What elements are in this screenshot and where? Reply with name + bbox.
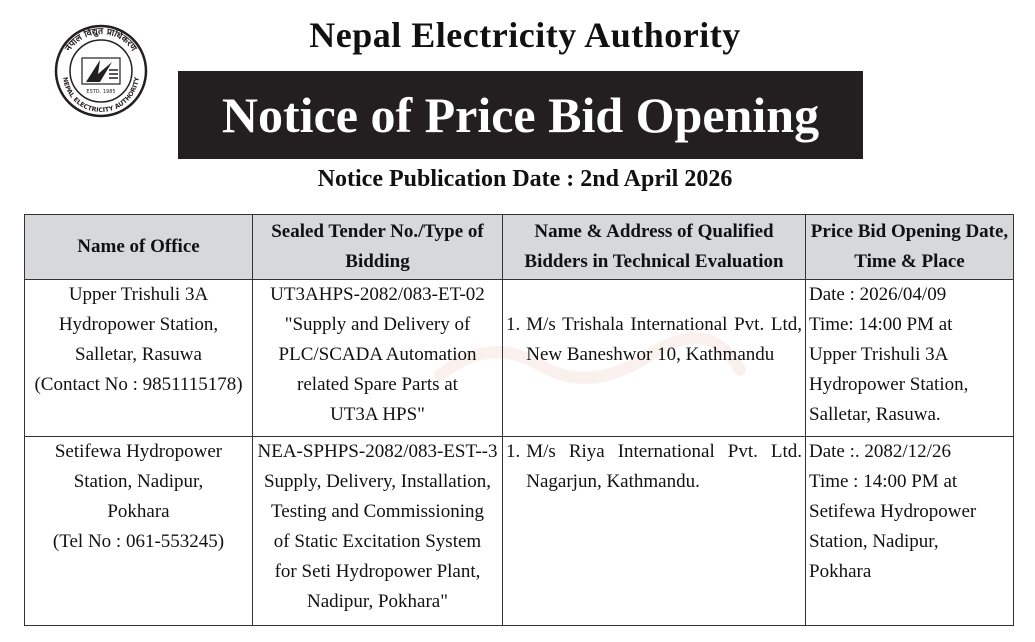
tender-number: NEA-SPHPS-2082/083-EST--3 bbox=[257, 441, 498, 462]
tender-cell: NEA-SPHPS-2082/083-EST--3 Supply, Delive… bbox=[252, 436, 503, 626]
bidder-number: 1. bbox=[506, 441, 521, 462]
bidder-item: 1. M/s Trishala International Pvt. Ltd, … bbox=[506, 310, 802, 370]
opening-place: Upper Trishuli 3A bbox=[809, 344, 949, 365]
col-header-bidders: Name & Address of Qualified Bidders in T… bbox=[502, 214, 806, 280]
publication-date: Notice Publication Date : 2nd April 2026 bbox=[317, 166, 733, 192]
tender-number: UT3AHPS-2082/083-ET-02 bbox=[270, 284, 485, 305]
bidder-name: M/s Trishala International Pvt. Ltd, New… bbox=[526, 314, 802, 365]
opening-date: Date :. 2082/12/26 bbox=[809, 441, 951, 462]
bid-table: Name of Office Sealed Tender No./Type of… bbox=[24, 214, 1014, 626]
bidder-item: 1. M/s Riya International Pvt. Ltd. Naga… bbox=[506, 437, 802, 497]
nea-logo: नेपाल विद्युत प्राधिकरण NEPAL ELECTRICIT… bbox=[54, 24, 148, 118]
opening-place: Salletar, Rasuwa. bbox=[809, 404, 941, 425]
opening-place: Pokhara bbox=[809, 561, 872, 582]
notice-banner: Notice of Price Bid Opening bbox=[178, 71, 863, 159]
opening-place: Setifewa Hydropower bbox=[809, 501, 977, 522]
office-line: Station, Nadipur, bbox=[73, 471, 204, 492]
table-header-row: Name of Office Sealed Tender No./Type of… bbox=[24, 214, 1014, 280]
tender-line: Testing and Commissioning bbox=[271, 501, 484, 522]
tender-line: "Supply and Delivery of bbox=[284, 314, 471, 335]
office-cell: Upper Trishuli 3A Hydropower Station, Sa… bbox=[24, 279, 253, 437]
notice-title: Notice of Price Bid Opening bbox=[221, 87, 820, 143]
tender-line: of Static Excitation System bbox=[273, 531, 482, 552]
office-line: Hydropower Station, bbox=[58, 314, 219, 335]
tender-line: for Seti Hydropower Plant, bbox=[274, 561, 481, 582]
table-row: Setifewa Hydropower Station, Nadipur, Po… bbox=[24, 436, 1014, 626]
logo-est-text: ESTD. 1985 bbox=[86, 89, 115, 95]
opening-time: Time : 14:00 PM at bbox=[809, 471, 958, 492]
col-header-opening: Price Bid Opening Date, Time & Place bbox=[805, 214, 1014, 280]
tender-cell: UT3AHPS-2082/083-ET-02 "Supply and Deliv… bbox=[252, 279, 503, 437]
bidder-cell: 1. M/s Riya International Pvt. Ltd. Naga… bbox=[502, 436, 806, 626]
opening-time: Time: 14:00 PM at bbox=[809, 314, 953, 335]
opening-place: Station, Nadipur, bbox=[809, 531, 939, 552]
opening-place: Hydropower Station, bbox=[809, 374, 969, 395]
office-line: Salletar, Rasuwa bbox=[75, 344, 202, 365]
bidder-number: 1. bbox=[506, 314, 521, 335]
tender-line: related Spare Parts at bbox=[297, 374, 458, 395]
office-cell: Setifewa Hydropower Station, Nadipur, Po… bbox=[24, 436, 253, 626]
tender-line: Nadipur, Pokhara" bbox=[306, 591, 448, 612]
opening-cell: Date :. 2082/12/26 Time : 14:00 PM at Se… bbox=[805, 436, 1014, 626]
office-line: Setifewa Hydropower bbox=[54, 441, 223, 462]
tender-line: Supply, Delivery, Installation, bbox=[263, 471, 492, 492]
tender-line: UT3A HPS" bbox=[330, 404, 425, 425]
office-line: Pokhara bbox=[107, 501, 170, 522]
col-header-tender: Sealed Tender No./Type of Bidding bbox=[252, 214, 503, 280]
opening-cell: Date : 2026/04/09 Time: 14:00 PM at Uppe… bbox=[805, 279, 1014, 437]
table-row: Upper Trishuli 3A Hydropower Station, Sa… bbox=[24, 279, 1014, 437]
bidder-cell: 1. M/s Trishala International Pvt. Ltd, … bbox=[502, 279, 806, 437]
office-line: Upper Trishuli 3A bbox=[68, 284, 209, 305]
opening-date: Date : 2026/04/09 bbox=[809, 284, 947, 305]
tender-line: PLC/SCADA Automation bbox=[278, 344, 477, 365]
org-name: Nepal Electricity Authority bbox=[309, 15, 741, 55]
office-contact: (Contact No : 9851115178) bbox=[34, 374, 243, 395]
bidder-name: M/s Riya International Pvt. Ltd. Nagarju… bbox=[526, 441, 802, 492]
col-header-office: Name of Office bbox=[24, 214, 253, 280]
office-contact: (Tel No : 061-553245) bbox=[52, 531, 225, 552]
